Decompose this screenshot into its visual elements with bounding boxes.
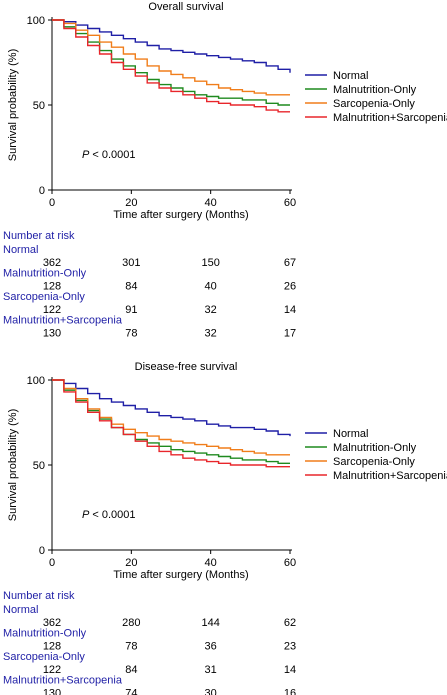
x-tick-label: 0 [49,197,55,209]
risk-count: 130 [43,328,61,340]
risk-row-name: Malnutrition+Sarcopenia [3,675,123,687]
risk-count: 84 [125,281,137,293]
x-tick-label: 20 [125,557,137,569]
risk-count: 67 [284,257,296,269]
risk-count: 36 [205,641,217,653]
legend: Normal Malnutrition-Only Sarcopenia-Only Ma… [305,428,447,482]
risk-count: 78 [125,328,137,340]
legend-label: Malnutrition+Sarcopenia [333,470,447,482]
series-line-malnutrition-sarcopenia [52,19,290,113]
risk-count: 144 [201,617,219,629]
legend: Normal Malnutrition-Only Sarcopenia-Only Ma… [305,70,447,124]
legend-label: Sarcopenia-Only [333,456,415,468]
x-axis-label: Time after surgery (Months) [113,209,248,221]
risk-count: 32 [205,328,217,340]
p-value-annotation: P < 0.0001 [82,149,136,161]
chart-panel-2: Disease-free survival 0 50 100 0 20 40 60 Time a… [3,361,447,695]
y-tick-label: 50 [33,100,45,112]
chart-panel-1: Overall survival 0 50 100 0 20 40 60 Time after … [3,1,447,340]
legend-label: Malnutrition-Only [333,84,417,96]
risk-count: 362 [43,617,61,629]
risk-count: 32 [205,304,217,316]
series-line-sarcopenia-only [52,19,290,96]
risk-table-heading: Number at risk [3,230,75,242]
risk-row-name: Malnutrition-Only [3,628,87,640]
risk-count: 280 [122,617,140,629]
y-axis-label: Survival probability (%) [7,409,19,521]
risk-count: 30 [205,688,217,695]
x-axis-label: Time after surgery (Months) [113,569,248,581]
legend-label: Malnutrition+Sarcopenia [333,112,447,124]
risk-table: Number at risk Normal 362 280 144 62 Malnutrit… [3,590,296,695]
legend-label: Malnutrition-Only [333,442,417,454]
x-tick-label: 60 [284,197,296,209]
risk-count: 31 [205,664,217,676]
y-tick-label: 0 [39,545,45,557]
risk-count: 26 [284,281,296,293]
risk-count: 16 [284,688,296,695]
x-tick-label: 0 [49,557,55,569]
y-tick-label: 100 [27,15,45,27]
y-tick-label: 0 [39,185,45,197]
chart-title: Overall survival [148,1,223,13]
risk-row-name: Malnutrition-Only [3,268,87,280]
x-tick-label: 40 [205,197,217,209]
risk-table-heading: Number at risk [3,590,75,602]
risk-count: 122 [43,304,61,316]
risk-count: 301 [122,257,140,269]
risk-row-name: Normal [3,244,38,256]
risk-count: 40 [205,281,217,293]
risk-count: 23 [284,641,296,653]
risk-count: 74 [125,688,137,695]
risk-row-name: Normal [3,604,38,616]
series-line-malnutrition-only [52,19,290,106]
risk-count: 14 [284,304,296,316]
series-line-malnutrition-only [52,379,290,464]
x-tick-label: 60 [284,557,296,569]
risk-count: 128 [43,281,61,293]
x-tick-label: 40 [205,557,217,569]
risk-row-name: Malnutrition+Sarcopenia [3,315,123,327]
risk-count: 78 [125,641,137,653]
risk-count: 128 [43,641,61,653]
series-line-normal [52,19,291,73]
risk-count: 17 [284,328,296,340]
risk-count: 84 [125,664,137,676]
risk-count: 62 [284,617,296,629]
risk-count: 362 [43,257,61,269]
series-line-sarcopenia-only [52,379,290,456]
legend-label: Sarcopenia-Only [333,98,415,110]
risk-count: 14 [284,664,296,676]
y-axis-label: Survival probability (%) [7,49,19,161]
series-line-malnutrition-sarcopenia [52,379,290,468]
risk-count: 122 [43,664,61,676]
series-line-normal [52,379,291,437]
risk-count: 130 [43,688,61,695]
x-tick-label: 20 [125,197,137,209]
risk-row-name: Sarcopenia-Only [3,291,85,303]
p-value-annotation: P < 0.0001 [82,509,136,521]
risk-table: Number at risk Normal 362 301 150 67 Malnutrit… [3,230,296,340]
legend-label: Normal [333,428,368,440]
risk-count: 91 [125,304,137,316]
risk-count: 150 [201,257,219,269]
chart-title: Disease-free survival [135,361,238,373]
y-tick-label: 50 [33,460,45,472]
risk-row-name: Sarcopenia-Only [3,651,85,663]
y-tick-label: 100 [27,375,45,387]
legend-label: Normal [333,70,368,82]
